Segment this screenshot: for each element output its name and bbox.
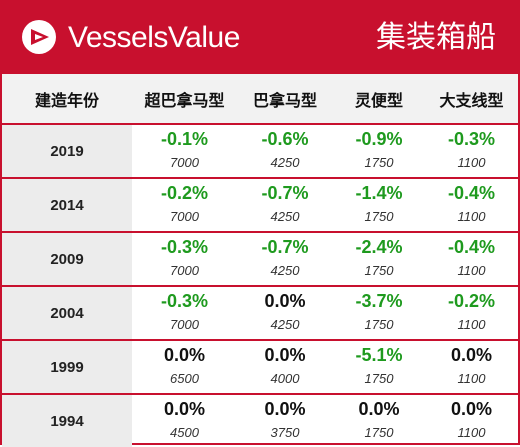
table-header-row: 建造年份 超巴拿马型 巴拿马型 灵便型 大支线型 xyxy=(2,74,518,125)
column-header-feeder-max: 大支线型 xyxy=(425,74,518,125)
value-change-percent: 0.0% xyxy=(450,399,493,419)
value-change-table: 建造年份 超巴拿马型 巴拿马型 灵便型 大支线型 2019 -0.1% 7000 -0… xyxy=(2,74,518,447)
vessel-value: 4250 xyxy=(270,263,300,278)
table-row: 1999 0.0% 6500 0.0% 4000 -5.1% 1750 0.0% 1100 xyxy=(2,340,518,395)
value-change-percent: -0.3% xyxy=(160,291,209,311)
build-year-cell: 1999 xyxy=(2,340,132,395)
header-banner: VesselsValue 集装箱船 xyxy=(2,2,518,74)
build-year-cell: 2019 xyxy=(2,124,132,179)
value-change-percent: 0.0% xyxy=(264,345,306,365)
column-header-panamax: 巴拿马型 xyxy=(237,74,333,125)
vessel-value: 7000 xyxy=(170,317,199,332)
vessel-value: 1750 xyxy=(364,317,394,332)
vessel-value: 1100 xyxy=(457,317,486,332)
table-row: 2009 -0.3% 7000 -0.7% 4250 -2.4% 1750 -0.4% 1100 xyxy=(2,232,518,287)
value-change-percent: -3.7% xyxy=(355,291,403,311)
cell-feeder-max: -0.4% 1100 xyxy=(425,178,518,233)
value-change-percent: -0.2% xyxy=(447,291,496,311)
cell-handy: -5.1% 1750 xyxy=(333,340,425,395)
cell-feeder-max: 0.0% 1100 xyxy=(425,340,518,395)
value-change-percent: -0.7% xyxy=(261,183,309,203)
cell-post-panamax: -0.1% 7000 xyxy=(132,124,237,179)
cell-handy: 0.0% 1750 xyxy=(333,394,425,447)
vessel-value: 7000 xyxy=(170,209,199,224)
cell-post-panamax: -0.2% 7000 xyxy=(132,178,237,233)
vessel-value: 7000 xyxy=(170,155,199,170)
vessel-value: 3750 xyxy=(270,425,300,440)
value-change-percent: 0.0% xyxy=(163,345,206,365)
value-change-percent: -0.3% xyxy=(447,129,496,149)
value-change-percent: 0.0% xyxy=(264,399,306,419)
vessel-value: 6500 xyxy=(170,371,199,386)
value-change-percent: -0.3% xyxy=(160,237,209,257)
brand-name: VesselsValue xyxy=(68,21,240,54)
cell-panamax: -0.6% 4250 xyxy=(237,124,333,179)
vessel-value: 7000 xyxy=(170,263,199,278)
value-change-percent: 0.0% xyxy=(450,345,493,365)
cell-feeder-max: 0.0% 1100 xyxy=(425,394,518,447)
cell-post-panamax: 0.0% 6500 xyxy=(132,340,237,395)
cell-handy: -0.9% 1750 xyxy=(333,124,425,179)
value-change-percent: 0.0% xyxy=(358,399,400,419)
cell-post-panamax: -0.3% 7000 xyxy=(132,232,237,287)
value-change-percent: -1.4% xyxy=(355,183,403,203)
value-change-percent: 0.0% xyxy=(163,399,206,419)
table-row: 2014 -0.2% 7000 -0.7% 4250 -1.4% 1750 -0.4% 1100 xyxy=(2,178,518,233)
column-header-post-panamax: 超巴拿马型 xyxy=(132,74,237,125)
vessel-value: 1100 xyxy=(457,209,486,224)
vessel-value: 4250 xyxy=(270,209,300,224)
cell-post-panamax: -0.3% 7000 xyxy=(132,286,237,341)
vessel-value: 4500 xyxy=(170,425,199,440)
value-change-percent: -2.4% xyxy=(355,237,403,257)
vessel-value: 1100 xyxy=(457,425,486,440)
value-change-percent: -5.1% xyxy=(355,345,403,365)
cell-feeder-max: -0.4% 1100 xyxy=(425,232,518,287)
vessel-value: 1750 xyxy=(364,263,394,278)
build-year-cell: 1994 xyxy=(2,394,132,447)
vessel-value: 1100 xyxy=(457,155,486,170)
value-change-percent: -0.1% xyxy=(160,129,209,149)
vessel-value: 1100 xyxy=(457,371,486,386)
cell-feeder-max: -0.2% 1100 xyxy=(425,286,518,341)
cell-panamax: -0.7% 4250 xyxy=(237,232,333,287)
value-change-percent: -0.4% xyxy=(447,183,496,203)
cell-panamax: 0.0% 4000 xyxy=(237,340,333,395)
vessel-value: 1750 xyxy=(364,371,394,386)
vessel-value: 4250 xyxy=(270,155,300,170)
vessel-value: 1750 xyxy=(364,155,394,170)
cell-panamax: -0.7% 4250 xyxy=(237,178,333,233)
vessel-value: 1750 xyxy=(364,425,394,440)
cell-panamax: 0.0% 4250 xyxy=(237,286,333,341)
vessel-value: 4250 xyxy=(270,317,300,332)
vessel-value: 1100 xyxy=(457,263,486,278)
cell-feeder-max: -0.3% 1100 xyxy=(425,124,518,179)
build-year-cell: 2004 xyxy=(2,286,132,341)
vessel-category-title: 集装箱船 xyxy=(376,21,496,54)
build-year-cell: 2009 xyxy=(2,232,132,287)
value-change-percent: -0.9% xyxy=(355,129,403,149)
value-change-percent: -0.4% xyxy=(447,237,496,257)
value-change-percent: 0.0% xyxy=(264,291,306,311)
vessel-value: 4000 xyxy=(270,371,300,386)
cell-handy: -2.4% 1750 xyxy=(333,232,425,287)
value-change-percent: -0.2% xyxy=(160,183,209,203)
cell-handy: -1.4% 1750 xyxy=(333,178,425,233)
column-header-handy: 灵便型 xyxy=(333,74,425,125)
cell-post-panamax: 0.0% 4500 xyxy=(132,394,237,447)
vesselsvalue-logo-icon xyxy=(22,20,56,54)
cell-panamax: 0.0% 3750 xyxy=(237,394,333,447)
value-change-percent: -0.7% xyxy=(261,237,309,257)
cell-handy: -3.7% 1750 xyxy=(333,286,425,341)
column-header-build-year: 建造年份 xyxy=(2,74,132,125)
build-year-cell: 2014 xyxy=(2,178,132,233)
vessel-value: 1750 xyxy=(364,209,394,224)
value-change-percent: -0.6% xyxy=(261,129,309,149)
table-row: 2019 -0.1% 7000 -0.6% 4250 -0.9% 1750 -0.3% 1100 xyxy=(2,124,518,179)
table-row: 1994 0.0% 4500 0.0% 3750 0.0% 1750 0.0% 1100 xyxy=(2,394,518,447)
table-row: 2004 -0.3% 7000 0.0% 4250 -3.7% 1750 -0.2% 1100 xyxy=(2,286,518,341)
